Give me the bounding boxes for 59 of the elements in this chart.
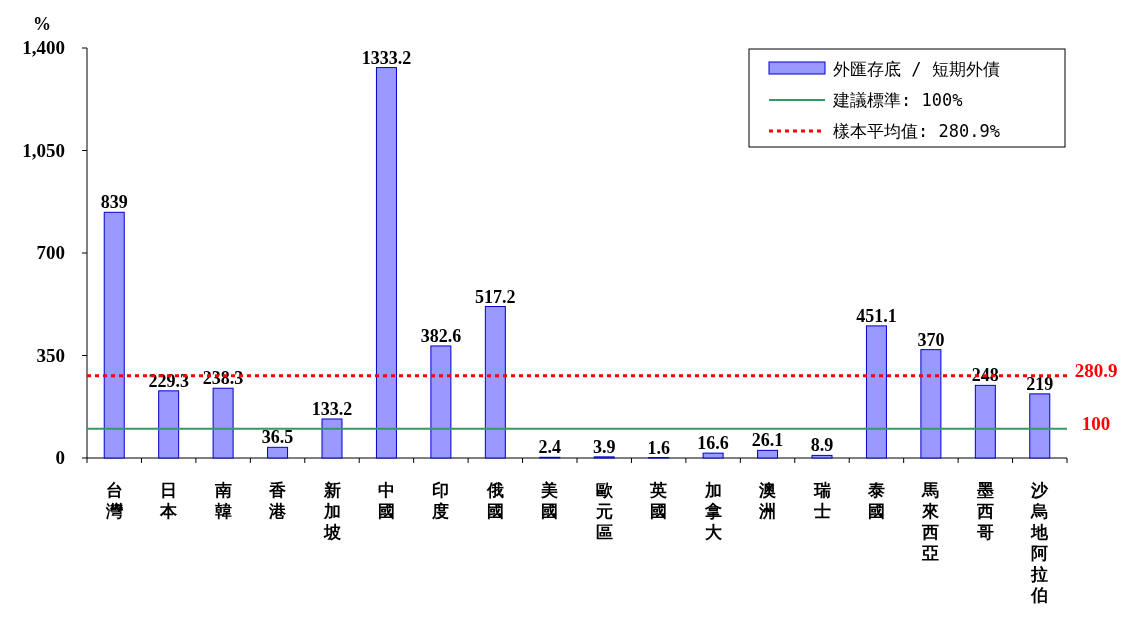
x-tick-label: 中國	[377, 480, 395, 521]
x-tick-label: 瑞士	[812, 480, 831, 521]
x-tick-label: 歐元區	[594, 480, 614, 542]
data-label: 16.6	[697, 433, 729, 454]
y-tick-label: 1,400	[22, 37, 65, 58]
bar	[321, 418, 343, 459]
y-tick-label: 700	[36, 242, 65, 263]
x-tick-label: 俄國	[485, 480, 504, 521]
text: 280.9	[1074, 359, 1118, 381]
data-label: 2.4	[538, 437, 562, 458]
data-label: 370	[917, 329, 945, 350]
x-tick-label: 新加坡	[322, 480, 342, 542]
bar	[865, 325, 887, 459]
data-label: 36.5	[261, 427, 294, 448]
y-tick-label: 0	[55, 447, 65, 468]
data-label: 451.1	[856, 305, 897, 326]
x-tick-label: 南韓	[213, 480, 232, 521]
data-label: 1333.2	[361, 47, 412, 68]
bar	[158, 390, 180, 459]
x-tick-label: 英國	[649, 480, 668, 521]
data-label: 219	[1026, 373, 1054, 394]
legend-label: 外匯存底 / 短期外債	[833, 59, 1000, 79]
bar	[375, 67, 397, 459]
data-label: 382.6	[420, 325, 462, 346]
x-tick-label: 墨西哥	[975, 480, 994, 542]
data-label: 133.2	[311, 398, 353, 419]
bar	[103, 211, 125, 459]
data-label: 3.9	[592, 436, 616, 457]
bar	[920, 349, 942, 459]
x-tick-label: 日本	[159, 480, 179, 521]
bar	[267, 446, 289, 459]
x-tick-label: 印度	[431, 480, 450, 521]
text: 100	[1081, 412, 1111, 434]
y-tick-label: 1,050	[22, 139, 65, 161]
data-label: 839	[100, 192, 128, 213]
x-tick-label: 沙烏地阿拉伯	[1030, 480, 1050, 605]
x-tick-label: 馬來西亞	[921, 480, 941, 563]
x-tick-label: 台灣	[104, 480, 124, 521]
legend-label: 建議標準: 100%	[832, 90, 963, 110]
bar	[702, 452, 724, 459]
bar	[484, 306, 506, 459]
data-label: 1.6	[647, 437, 670, 458]
y-tick-label: 350	[36, 344, 65, 366]
data-label: 8.9	[810, 435, 834, 456]
x-tick-label: 泰國	[866, 480, 885, 521]
x-tick-label: 加拿大	[703, 480, 723, 542]
bar	[974, 384, 996, 459]
data-label: 517.2	[475, 286, 516, 307]
bar	[430, 345, 452, 459]
x-tick-label: 美國	[540, 480, 559, 521]
x-tick-label: 澳洲	[758, 480, 777, 521]
x-tick-label: 香港	[268, 480, 288, 521]
y-axis-title: %	[33, 14, 51, 34]
bar	[811, 454, 833, 459]
data-label: 26.1	[751, 430, 784, 451]
legend-label: 樣本平均值: 280.9%	[833, 121, 1000, 141]
bar	[212, 387, 234, 459]
bar	[1029, 393, 1051, 459]
bar	[757, 449, 779, 459]
